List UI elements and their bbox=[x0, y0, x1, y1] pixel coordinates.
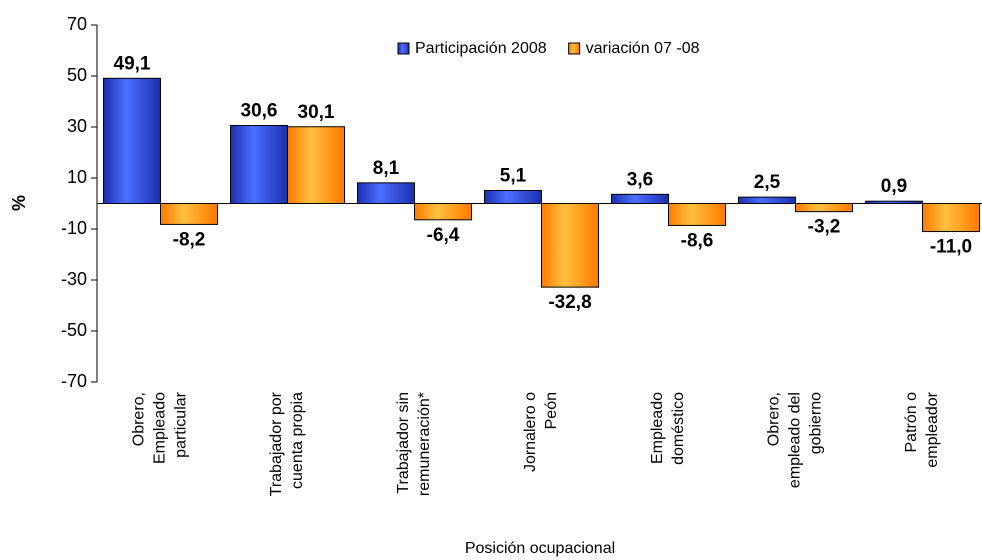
bar bbox=[738, 196, 796, 204]
x-tick-label: Jornalero o bbox=[522, 392, 539, 472]
x-tick-label: Obrero, bbox=[766, 392, 783, 446]
bar bbox=[414, 203, 472, 221]
y-axis-label: % bbox=[9, 195, 29, 211]
value-label: 49,1 bbox=[114, 53, 151, 74]
x-tick-label: empleador bbox=[924, 391, 941, 467]
y-tick-label: 30 bbox=[67, 116, 87, 136]
value-label: 0,9 bbox=[881, 176, 907, 197]
value-label: 2,5 bbox=[754, 172, 781, 193]
bar bbox=[287, 126, 345, 204]
y-tick-label: 50 bbox=[67, 65, 87, 85]
legend-swatch bbox=[568, 42, 581, 55]
bar bbox=[230, 124, 288, 204]
bar bbox=[103, 77, 161, 204]
value-label: -8,6 bbox=[681, 230, 714, 251]
value-label: 30,6 bbox=[241, 100, 278, 121]
bar bbox=[668, 203, 726, 226]
x-tick-label: gobierno bbox=[808, 392, 825, 454]
y-tick-label: 70 bbox=[67, 14, 87, 34]
x-tick-label: Trabajador sin bbox=[395, 392, 412, 494]
x-tick-label: empleado del bbox=[787, 392, 804, 488]
y-tick-label: -10 bbox=[61, 218, 87, 238]
x-tick-label: Empleado bbox=[649, 392, 666, 464]
x-tick-label: Empleado bbox=[152, 392, 169, 464]
bar bbox=[795, 203, 853, 213]
value-label: -8,2 bbox=[173, 229, 206, 250]
legend-swatch bbox=[397, 42, 410, 55]
bar bbox=[160, 203, 218, 225]
bar bbox=[611, 193, 669, 205]
value-label: -3,2 bbox=[808, 217, 841, 238]
value-label: -32,8 bbox=[548, 292, 591, 313]
legend-label: variación 07 -08 bbox=[586, 40, 700, 57]
x-tick-label: cuenta propia bbox=[289, 392, 306, 489]
x-tick-label: Peón bbox=[543, 392, 560, 429]
x-tick-label: particular bbox=[173, 391, 190, 457]
x-tick-label: remuneración* bbox=[416, 392, 433, 496]
x-tick-label: Obrero, bbox=[131, 392, 148, 446]
value-label: 30,1 bbox=[298, 102, 335, 123]
value-label: -11,0 bbox=[930, 237, 972, 258]
x-axis-label: Posición ocupacional bbox=[465, 540, 615, 557]
y-tick-label: -70 bbox=[61, 371, 87, 391]
x-tick-label: doméstico bbox=[670, 392, 687, 465]
bar bbox=[922, 203, 980, 233]
value-label: 3,6 bbox=[627, 169, 653, 190]
y-tick-label: -30 bbox=[61, 269, 87, 289]
y-tick-label: -50 bbox=[61, 320, 87, 340]
bar bbox=[484, 189, 542, 204]
value-label: 5,1 bbox=[500, 166, 527, 187]
y-tick-label: 10 bbox=[67, 167, 87, 187]
value-label: 8,1 bbox=[373, 158, 400, 179]
x-tick-label: Patrón o bbox=[903, 392, 920, 453]
bar bbox=[541, 203, 599, 288]
x-tick-label: Trabajador por bbox=[268, 391, 285, 496]
bar bbox=[357, 182, 415, 205]
legend-label: Participación 2008 bbox=[415, 40, 547, 57]
value-label: -6,4 bbox=[427, 225, 460, 246]
